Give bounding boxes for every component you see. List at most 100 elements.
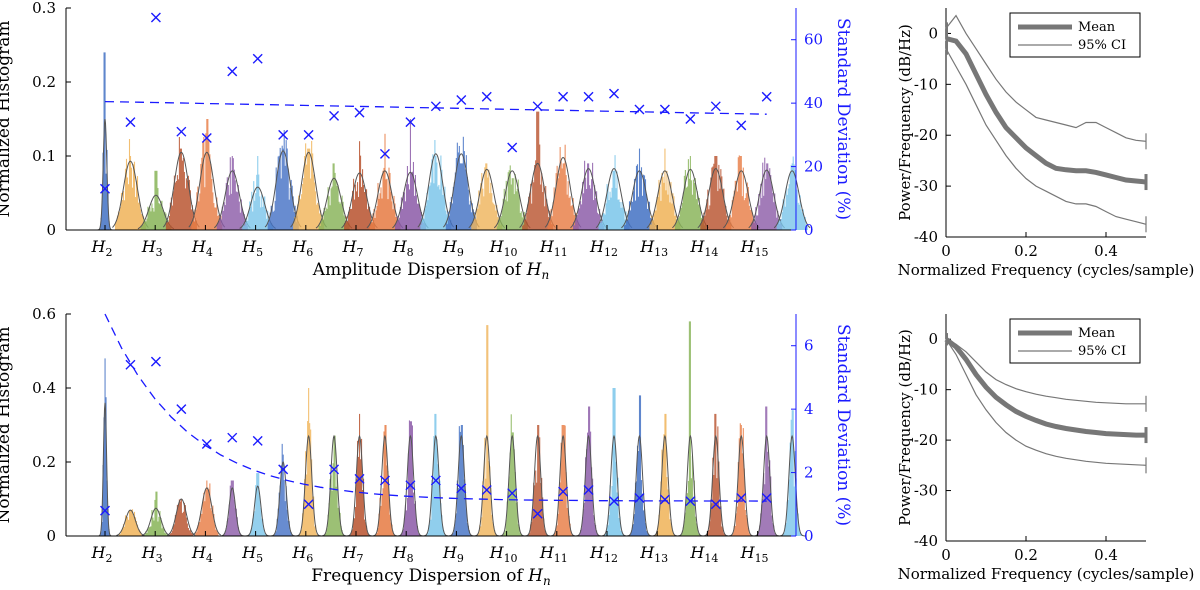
histogram-bar <box>660 200 662 230</box>
histogram-bar <box>585 177 587 230</box>
histogram-bar <box>798 528 800 536</box>
histogram-bar <box>485 163 487 230</box>
histogram-bar <box>469 534 471 536</box>
histogram-bar <box>115 220 118 230</box>
histogram-bar <box>268 219 270 230</box>
histogram-bar <box>176 504 178 536</box>
histogram-bar <box>575 217 577 230</box>
histogram-bar <box>669 202 671 230</box>
histogram-bar <box>625 218 628 230</box>
histogram-bar <box>224 531 226 536</box>
histogram-bar <box>587 432 589 536</box>
histogram-bar <box>714 156 716 230</box>
histogram-bar <box>362 489 364 536</box>
histogram-bar <box>744 198 746 230</box>
histogram-18 <box>519 111 556 230</box>
histogram-bar <box>793 164 795 230</box>
histogram-bar <box>515 191 517 230</box>
histogram-bar <box>123 200 126 230</box>
histogram-bar <box>537 111 539 230</box>
histogram-bar <box>384 133 386 230</box>
histogram-bar <box>465 155 467 230</box>
histogram-bar <box>775 534 777 536</box>
histogram-bar <box>800 209 802 230</box>
std-marker <box>481 91 492 102</box>
histogram-bar <box>539 144 541 230</box>
histogram-bar <box>594 522 596 536</box>
histogram-bar <box>664 148 666 230</box>
histogram-bar <box>280 178 282 230</box>
histogram-bar <box>496 205 498 230</box>
histogram-bar <box>589 185 591 230</box>
histogram-bar <box>253 513 255 536</box>
histogram-bar <box>175 180 177 230</box>
histogram-bar <box>217 532 219 536</box>
histogram-bar <box>777 210 779 230</box>
histogram-bar <box>549 220 551 230</box>
histogram-bar <box>784 525 786 536</box>
histogram-bar <box>195 532 197 536</box>
histogram-bar <box>715 413 717 536</box>
harmonic-tick-label: H13 <box>639 543 668 565</box>
histogram-bar <box>567 500 569 536</box>
fit-curve <box>447 434 476 537</box>
histogram-bar <box>200 163 202 230</box>
histogram-bar <box>645 194 648 230</box>
histogram-bar <box>708 209 710 230</box>
histogram-bar <box>149 207 151 230</box>
histogram-bar <box>630 531 633 536</box>
histogram-bar <box>203 137 205 230</box>
histogram-bar <box>798 204 800 230</box>
std-marker <box>481 485 492 496</box>
histogram-bar <box>470 212 472 230</box>
histogram-bar <box>605 532 607 536</box>
histogram-bar <box>447 211 449 230</box>
histogram-bar <box>210 164 212 230</box>
histogram-bar <box>788 184 790 230</box>
histogram-bar <box>375 210 377 230</box>
histogram-bar <box>761 504 763 536</box>
histogram-bar <box>251 191 253 230</box>
histogram-bar <box>104 358 106 536</box>
histogram-bar <box>258 174 260 230</box>
harmonic-tick-label: H10 <box>489 237 518 259</box>
histogram-bar <box>718 164 720 230</box>
right-tick-label: 4 <box>804 400 814 418</box>
histogram-bar <box>157 521 159 536</box>
std-marker-stroke <box>736 120 747 131</box>
psd-x-axis-label: Normalized Frequency (cycles/sample) <box>898 565 1195 583</box>
histogram-bar <box>452 186 454 230</box>
harmonic-tick-label: H12 <box>589 237 618 259</box>
histogram-bar <box>394 203 396 230</box>
histogram-bar <box>565 175 567 230</box>
histogram-bar <box>713 163 715 230</box>
left-tick-label: 0.6 <box>32 305 56 323</box>
histogram-bar <box>193 221 195 230</box>
histogram-bar <box>751 222 753 230</box>
histogram-bar <box>417 533 419 536</box>
histogram-bar <box>638 148 641 230</box>
std-marker <box>609 496 619 507</box>
harmonic-tick-label: H15 <box>740 237 769 259</box>
histogram-bar <box>254 511 256 536</box>
histogram-bar <box>245 221 247 230</box>
histogram-bar <box>581 528 583 536</box>
histogram-bar <box>152 208 154 230</box>
histogram-bar <box>326 208 328 230</box>
histogram-bar <box>666 477 668 536</box>
histogram-bar <box>278 155 280 230</box>
histogram-bar <box>166 222 168 230</box>
histogram-bar <box>590 188 592 230</box>
legend-mean-label: Mean <box>1078 20 1116 35</box>
histogram-bar <box>770 175 772 230</box>
right-tick-label: 0 <box>804 221 814 239</box>
histogram-bar <box>594 185 596 230</box>
histogram-bar <box>523 224 525 230</box>
std-marker <box>150 356 161 367</box>
histogram-bar <box>464 489 466 536</box>
histogram-bar <box>257 156 259 230</box>
histogram-bar <box>248 211 250 230</box>
histogram-bar <box>528 534 530 536</box>
std-marker <box>354 473 365 484</box>
histogram-bar <box>124 515 127 536</box>
